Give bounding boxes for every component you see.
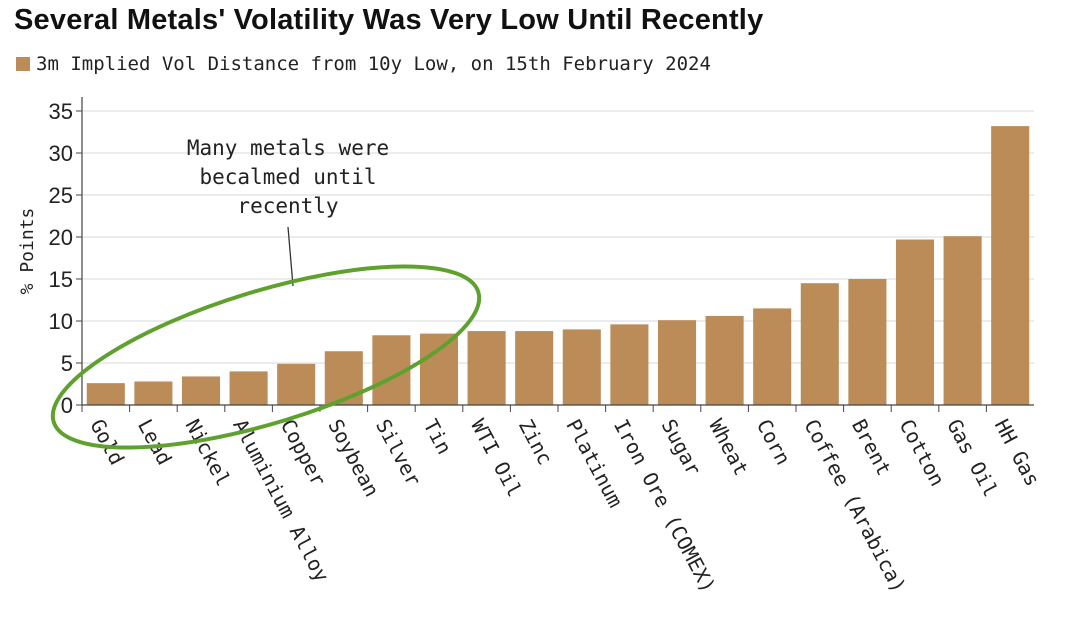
bar	[657, 320, 697, 405]
category-label: Cotton	[895, 415, 950, 490]
category-label: Iron Ore (COMEX)	[609, 415, 721, 596]
legend: 3m Implied Vol Distance from 10y Low, on…	[16, 52, 711, 76]
category-label: Lead	[133, 415, 177, 469]
y-tick-label: 0	[61, 393, 73, 418]
y-tick-labels: 0 5 10 15 20 25 30 35	[49, 99, 82, 418]
bar	[86, 383, 125, 405]
y-tick-label: 10	[49, 309, 73, 334]
annotation-pointer	[287, 226, 294, 287]
y-tick-label: 20	[49, 225, 73, 250]
category-label: Coffee (Arabica)	[799, 415, 911, 596]
bar	[134, 381, 173, 405]
legend-label: 3m Implied Vol Distance from 10y Low, on…	[36, 53, 711, 75]
y-axis-label: % Points	[17, 208, 38, 295]
category-label: Sugar	[657, 415, 706, 479]
bar	[895, 239, 935, 405]
y-tick-label: 35	[49, 99, 73, 124]
bar	[419, 333, 459, 405]
y-tick-label: 5	[61, 351, 73, 376]
bar	[181, 376, 221, 405]
y-tick-label: 25	[49, 183, 73, 208]
category-label: Gold	[85, 415, 129, 469]
bar	[467, 331, 506, 405]
annotation-text: Many metals were	[187, 136, 389, 160]
bars	[86, 126, 1030, 406]
annotation-text: becalmed until	[199, 165, 376, 189]
bar	[753, 308, 792, 405]
y-tick-label: 15	[49, 267, 73, 292]
category-label: Wheat	[704, 415, 753, 479]
bar	[705, 315, 744, 405]
bar	[991, 126, 1030, 406]
bar	[800, 283, 839, 405]
category-label: Tin	[419, 415, 457, 458]
annotation-text: recently	[237, 194, 338, 218]
bar	[229, 371, 268, 405]
bar	[324, 351, 363, 405]
category-label: Zinc	[514, 415, 558, 469]
legend-swatch	[16, 57, 30, 71]
bar	[277, 363, 316, 405]
gridlines	[82, 110, 1034, 364]
category-label: Brent	[847, 415, 896, 479]
category-label: Nickel	[181, 415, 236, 490]
highlight-ellipse	[50, 264, 482, 450]
bar	[610, 324, 649, 405]
bar	[943, 236, 982, 405]
annotation: Many metals were becalmed until recently	[50, 136, 482, 450]
category-label: Aluminium Alloy	[228, 415, 334, 586]
bar	[562, 329, 601, 405]
y-tick-label: 30	[49, 141, 73, 166]
bar	[848, 279, 887, 405]
bar	[515, 331, 554, 405]
category-label: Corn	[752, 415, 796, 469]
chart-title: Several Metals' Volatility Was Very Low …	[14, 4, 764, 36]
